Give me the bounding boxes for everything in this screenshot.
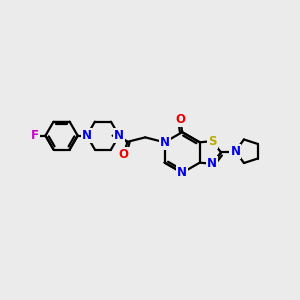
Text: S: S: [208, 135, 217, 148]
Text: O: O: [175, 113, 185, 126]
Text: N: N: [114, 129, 124, 142]
Text: F: F: [31, 129, 39, 142]
Text: N: N: [160, 136, 170, 149]
Text: N: N: [230, 145, 240, 158]
Text: O: O: [119, 148, 129, 161]
Text: N: N: [177, 166, 187, 179]
Text: N: N: [82, 129, 92, 142]
Text: N: N: [207, 158, 217, 170]
